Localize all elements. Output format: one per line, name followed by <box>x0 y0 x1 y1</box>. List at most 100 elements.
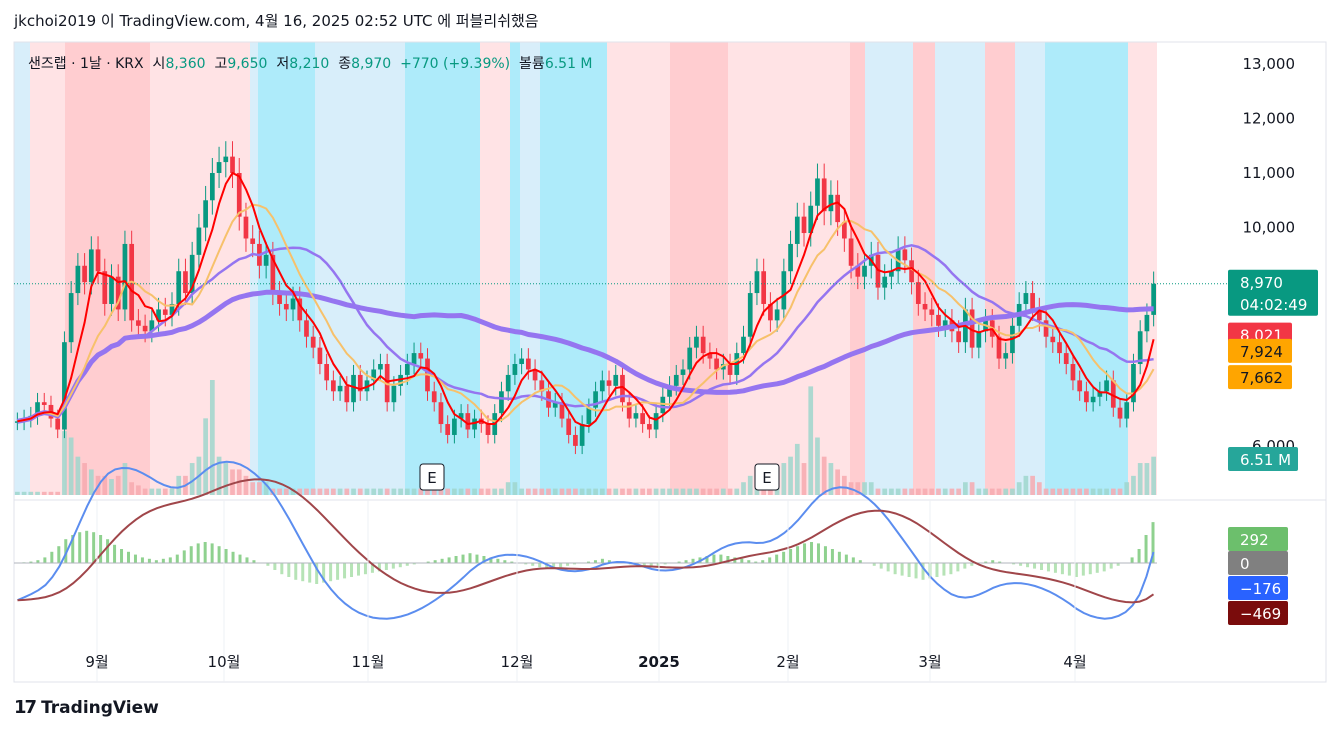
candle-body[interactable] <box>626 402 632 419</box>
candle-body[interactable] <box>1117 407 1123 419</box>
candle-body[interactable] <box>485 424 491 435</box>
candle-body[interactable] <box>203 200 208 228</box>
candle-body[interactable] <box>55 418 61 430</box>
candle-body[interactable] <box>1070 364 1076 381</box>
candle-body[interactable] <box>88 249 94 283</box>
candle-body[interactable] <box>505 374 511 392</box>
candle-body[interactable] <box>445 424 451 435</box>
candle-body[interactable] <box>660 396 666 414</box>
candle-body[interactable] <box>136 320 141 326</box>
candle-body[interactable] <box>821 178 827 212</box>
candle-body[interactable] <box>707 353 713 359</box>
candle-body[interactable] <box>694 336 699 348</box>
candle-body[interactable] <box>95 249 101 272</box>
candle-body[interactable] <box>539 380 545 392</box>
candle-body[interactable] <box>667 385 672 397</box>
candle-body[interactable] <box>512 364 518 375</box>
candle-body[interactable] <box>344 385 350 403</box>
candle-body[interactable] <box>324 364 329 381</box>
candle-body[interactable] <box>633 413 639 419</box>
earnings-marker[interactable] <box>419 463 445 491</box>
candle-body[interactable] <box>391 385 397 403</box>
candle-body[interactable] <box>1057 342 1062 354</box>
candle-body[interactable] <box>882 276 888 288</box>
candle-body[interactable] <box>647 424 652 430</box>
candle-body[interactable] <box>848 238 854 266</box>
candle-body[interactable] <box>579 424 585 446</box>
candle-body[interactable] <box>102 271 108 304</box>
candle-body[interactable] <box>956 331 962 343</box>
candle-body[interactable] <box>1023 293 1029 304</box>
candle-body[interactable] <box>801 216 807 234</box>
candle-body[interactable] <box>122 243 128 310</box>
candle-body[interactable] <box>230 156 235 173</box>
candle-body[interactable] <box>741 336 746 354</box>
candle-body[interactable] <box>1030 293 1035 310</box>
candle-body[interactable] <box>599 380 605 392</box>
candle-body[interactable] <box>774 309 780 321</box>
candle-body[interactable] <box>290 298 296 310</box>
candle-body[interactable] <box>357 374 363 392</box>
candle-body[interactable] <box>976 331 982 348</box>
candle-body[interactable] <box>1137 331 1143 365</box>
candle-body[interactable] <box>1110 380 1116 408</box>
candle-body[interactable] <box>452 418 457 435</box>
candle-body[interactable] <box>794 216 800 244</box>
candle-body[interactable] <box>243 216 249 239</box>
candle-body[interactable] <box>310 336 316 348</box>
candle-body[interactable] <box>936 314 941 326</box>
candle-body[interactable] <box>1131 364 1136 403</box>
candle-body[interactable] <box>216 162 222 173</box>
candle-body[interactable] <box>183 271 188 294</box>
candle-body[interactable] <box>673 374 679 386</box>
candle-body[interactable] <box>519 358 524 365</box>
candle-body[interactable] <box>263 254 269 266</box>
candle-body[interactable] <box>82 265 87 283</box>
candle-body[interactable] <box>815 178 820 206</box>
candle-body[interactable] <box>727 364 733 375</box>
candle-body[interactable] <box>304 320 309 337</box>
candle-body[interactable] <box>378 364 383 370</box>
candle-body[interactable] <box>337 385 343 392</box>
candle-body[interactable] <box>929 309 935 315</box>
candle-body[interactable] <box>431 391 437 403</box>
candle-body[interactable] <box>915 282 921 304</box>
candle-body[interactable] <box>855 265 861 277</box>
candle-body[interactable] <box>465 413 471 430</box>
candle-body[interactable] <box>15 421 20 423</box>
candle-body[interactable] <box>842 222 847 239</box>
candle-body[interactable] <box>1036 309 1042 321</box>
candle-body[interactable] <box>1003 353 1009 359</box>
candle-body[interactable] <box>700 336 706 354</box>
candle-body[interactable] <box>754 271 760 294</box>
candle-body[interactable] <box>781 271 787 310</box>
candle-body[interactable] <box>75 265 81 294</box>
candle-body[interactable] <box>196 227 202 255</box>
candle-body[interactable] <box>922 303 928 310</box>
candle-body[interactable] <box>586 407 592 425</box>
candle-body[interactable] <box>613 374 619 386</box>
candle-body[interactable] <box>909 260 914 283</box>
candle-body[interactable] <box>761 271 767 304</box>
candle-body[interactable] <box>687 347 693 370</box>
candle-body[interactable] <box>828 194 834 212</box>
candle-body[interactable] <box>162 309 168 315</box>
candle-body[interactable] <box>156 309 161 321</box>
candle-body[interactable] <box>902 249 908 261</box>
candle-body[interactable] <box>680 369 686 375</box>
candle-body[interactable] <box>747 293 753 337</box>
candle-body[interactable] <box>438 402 444 425</box>
candle-body[interactable] <box>418 353 424 359</box>
candle-body[interactable] <box>875 254 881 288</box>
candle-body[interactable] <box>398 374 403 386</box>
candle-body[interactable] <box>142 325 148 332</box>
candle-body[interactable] <box>169 303 175 315</box>
candle-body[interactable] <box>552 402 558 408</box>
tradingview-logo[interactable]: 17 TradingView <box>14 697 159 718</box>
candle-body[interactable] <box>1063 353 1069 365</box>
candle-body[interactable] <box>236 172 242 217</box>
candle-body[interactable] <box>808 205 814 234</box>
candle-body[interactable] <box>270 254 276 294</box>
candle-body[interactable] <box>331 380 336 392</box>
